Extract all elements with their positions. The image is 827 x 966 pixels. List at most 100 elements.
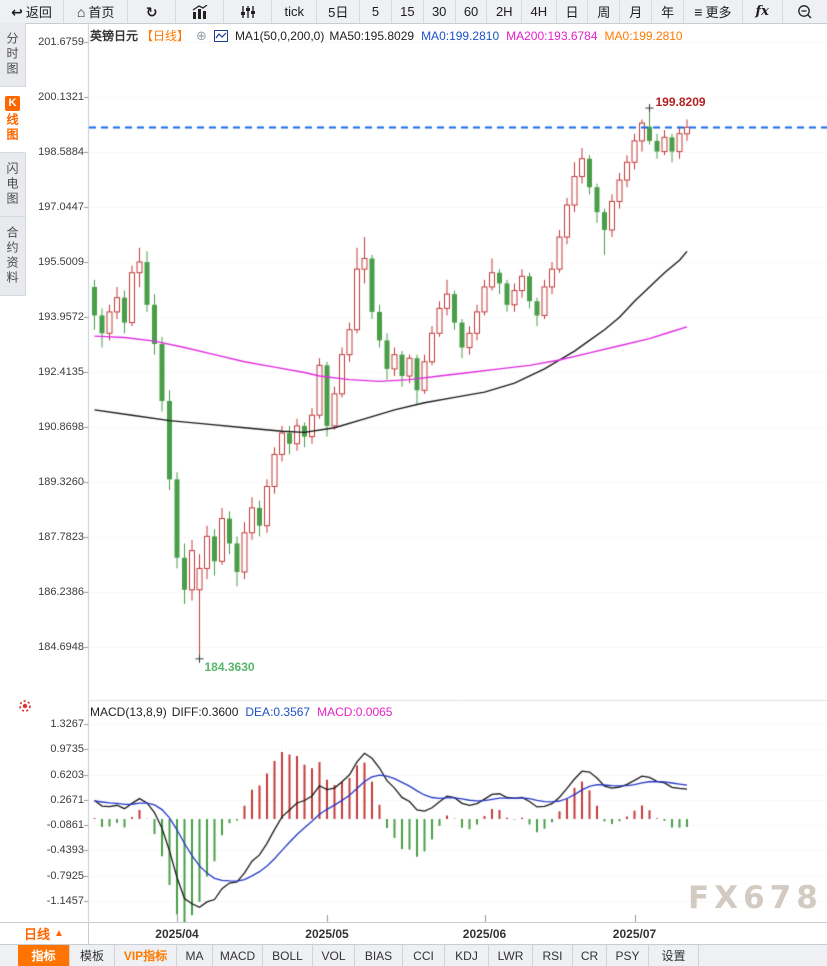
period-4h-button[interactable]: 4H [522,0,557,23]
indicator-tab-RSI[interactable]: RSI [533,945,573,966]
macd-bar-value: MACD:0.0065 [317,705,393,719]
bar-chart-button[interactable] [176,0,225,23]
home-label: 首页 [88,5,115,20]
indicator-tab-MACD[interactable]: MACD [213,945,263,966]
kline-style-button[interactable] [224,0,273,23]
macd-diff-value: DIFF:0.3600 [171,705,239,719]
ma0-blue-value: MA0:199.2810 [421,28,500,43]
indicator-tab-CR[interactable]: CR [573,945,607,966]
price-axis-label: 193.9572 [38,311,84,323]
ma-params: MA1(50,0,200,0) [234,28,325,43]
back-arrow-icon: ↩ [11,3,23,20]
indicator-tab-指标[interactable]: 指标 [18,945,70,966]
indicator-fx-button[interactable]: fx [743,0,783,23]
period-day-button[interactable]: 日 [557,0,589,23]
period-tag: 【日线】 [141,29,190,43]
indicator-tab-BIAS[interactable]: BIAS [355,945,403,966]
indicator-tab-CCI[interactable]: CCI [403,945,445,966]
bar-chart-icon [192,4,208,19]
sidebar-item-timeshare[interactable]: 分时图 [0,23,26,87]
mini-chart-icon [213,29,228,42]
home-button[interactable]: ⌂ 首页 [64,0,129,23]
indicator-tab-VIP指标[interactable]: VIP指标 [115,945,177,966]
symbol-title: 英镑日元 [90,29,139,43]
period-month-button[interactable]: 月 [620,0,653,23]
home-icon: ⌂ [76,3,86,20]
macd-axis-label: -0.0861 [46,819,84,832]
price-axis-label: 192.4135 [38,365,84,378]
kline-sliders-icon [240,5,255,18]
sidebar-item-lightning[interactable]: 闪电图 [0,153,26,217]
macd-axis-label: -0.4393 [46,844,84,857]
period-tick-button[interactable]: tick [272,0,318,23]
indicator-tab-VOL[interactable]: VOL [313,945,355,966]
period-5m-button[interactable]: 5 [360,0,392,23]
price-axis-label: 189.3260 [38,476,84,488]
macd-axis-label: 0.2671 [50,793,84,806]
kline-badge: K [5,96,20,111]
triangle-up-icon: ▲ [54,928,64,939]
hot-indicator-icon[interactable] [17,698,33,719]
indicator-tab-KDJ[interactable]: KDJ [445,945,489,966]
indicator-tab-设置[interactable]: 设置 [649,945,699,966]
price-axis-label: 201.6759 [38,36,84,48]
period-30m-button[interactable]: 30 [424,0,456,23]
xaxis-row: 日线 ▲ 2025/04 2025/05 2025/06 2025/07 [0,922,827,945]
macd-axis-label: 0.6203 [50,768,84,781]
macd-axis-label: -1.1457 [46,895,84,907]
ma50-value: MA50:195.8029 [329,28,415,43]
zoom-out-button[interactable] [783,0,827,23]
price-axis-label: 190.8698 [38,420,84,433]
macd-params: MACD(13,8,9) [90,705,167,719]
high-price-annotation: 199.8209 [655,95,706,110]
indicator-tab-PSY[interactable]: PSY [607,945,649,966]
period-60m-button[interactable]: 60 [456,0,488,23]
price-axis-label: 198.5884 [38,146,84,158]
indicator-tab-BOLL[interactable]: BOLL [263,945,313,966]
price-axis-label: 200.1321 [38,91,84,103]
menu-icon: ≡ [694,3,703,20]
sidebar-item-contract-info[interactable]: 合约资料 [0,217,26,296]
zoom-out-icon [798,5,812,19]
period-selector[interactable]: 日线 ▲ [0,923,89,945]
macd-dea-value: DEA:0.3567 [245,705,311,719]
add-indicator-icon[interactable]: ⊕ [196,27,207,43]
back-button[interactable]: ↩ 返回 [0,0,65,23]
more-button[interactable]: ≡ 更多 [684,0,743,23]
month-label: 2025/04 [155,927,199,941]
indicator-tabs-row: 指标 模板 VIP指标 MA MACD BOLL VOL BIAS CCI KDJ LWR RSI CR… [0,944,827,966]
fx-icon: fx [755,4,769,19]
period-5d-button[interactable]: 5日 [317,0,361,23]
top-toolbar: ↩ 返回 ⌂ 首页 ↻ tick 5日 5 15 [0,0,827,24]
macd-axis-label: 1.3267 [50,718,84,730]
macd-axis-label: 0.9735 [50,743,84,756]
period-2h-button[interactable]: 2H [487,0,523,23]
back-label: 返回 [25,5,52,20]
fx678-watermark: FX678 [688,880,823,916]
refresh-icon: ↻ [145,3,158,20]
period-year-button[interactable]: 年 [652,0,685,23]
ma0-orange-value: MA0:199.2810 [604,28,683,43]
period-15m-button[interactable]: 15 [392,0,424,23]
month-label: 2025/06 [462,927,507,941]
ma200-value: MA200:193.6784 [506,28,598,43]
tick-label: tick [284,4,305,19]
price-axis-label: 197.0447 [38,200,84,213]
indicator-tab-MA[interactable]: MA [177,945,213,966]
sidebar-item-kline[interactable]: K 线图 [0,87,26,153]
period-week-button[interactable]: 周 [588,0,621,23]
refresh-button[interactable]: ↻ [128,0,177,23]
price-axis-label: 187.7823 [38,530,84,543]
month-label: 2025/07 [612,927,657,941]
price-pane-header: 英镑日元 【日线】 ⊕ MA1(50,0,200,0) MA50:195.802… [90,27,683,44]
low-price-annotation: 184.3630 [204,659,255,674]
macd-pane-header: MACD(13,8,9) DIFF:0.3600 DEA:0.3567 MACD… [90,705,392,719]
month-label: 2025/05 [305,927,349,941]
left-sidebar: 分时图 K 线图 闪电图 合约资料 [0,23,26,296]
price-axis-label: 186.2386 [38,585,84,598]
macd-axis-label: -0.7925 [46,869,84,882]
price-axis-label: 184.6948 [38,641,84,653]
indicator-tab-LWR[interactable]: LWR [489,945,533,966]
indicator-tab-模板[interactable]: 模板 [70,945,115,966]
